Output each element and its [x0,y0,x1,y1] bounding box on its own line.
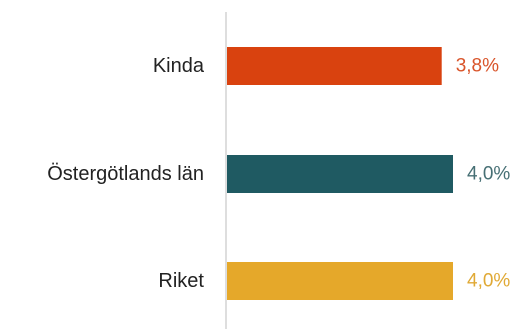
value-label: 4,0% [467,271,510,292]
bar [227,47,442,85]
bar [227,262,453,300]
category-label: Riket [158,270,204,292]
value-label: 4,0% [467,164,510,185]
bar-marks: Kinda 3,8% Östergötlands län 4,0% Riket 4,0% [47,47,510,300]
value-label: 3,8% [456,56,499,77]
category-label: Kinda [153,55,205,77]
category-label: Östergötlands län [47,163,204,185]
bar [227,155,453,193]
